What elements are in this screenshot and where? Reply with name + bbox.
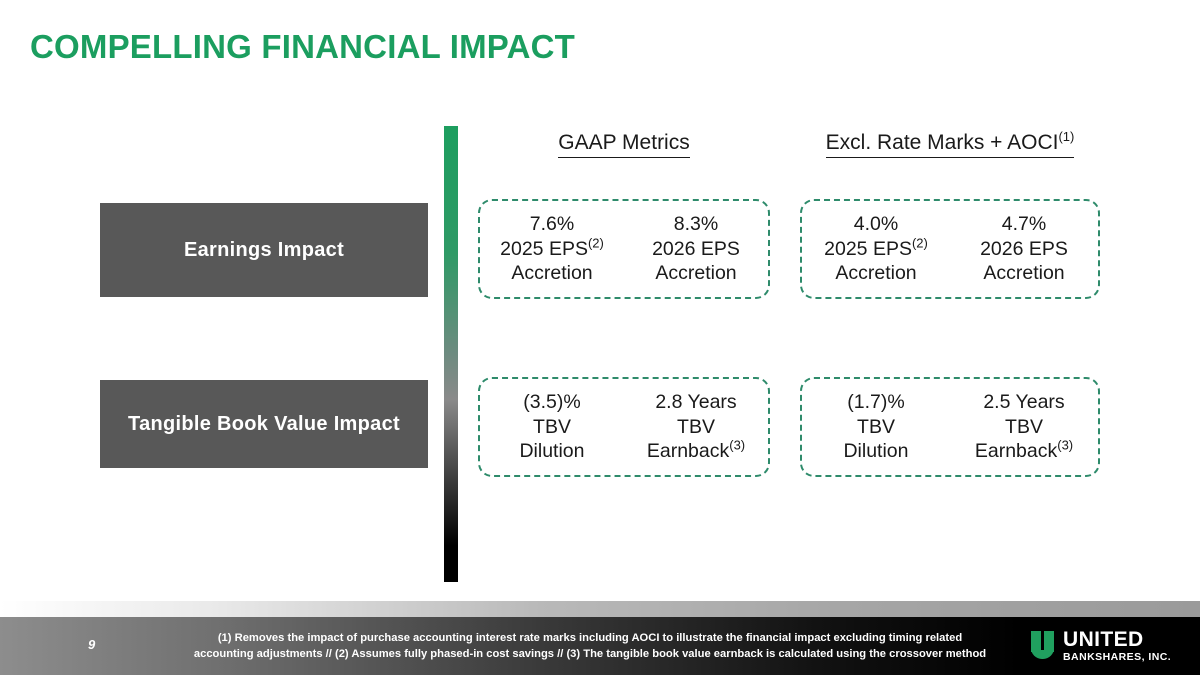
column-header-excl-text: Excl. Rate Marks + AOCI(1) bbox=[825, 129, 1075, 158]
column-header-gaap-text: GAAP Metrics bbox=[558, 131, 690, 158]
metric-line3-superscript: (3) bbox=[1057, 437, 1074, 453]
row-label-earnings-impact-text: Earnings Impact bbox=[183, 238, 345, 261]
metric-cell-gaap-tbv-earnback: 2.8 Years TBV Earnback(3) bbox=[624, 390, 768, 465]
footer-top-gradient-strip bbox=[0, 601, 1200, 617]
metric-line2: TBV bbox=[533, 415, 571, 438]
footnotes: (1) Removes the impact of purchase accou… bbox=[170, 631, 1010, 663]
united-u-mark-icon bbox=[1030, 631, 1056, 660]
metric-value: 2.5 Years bbox=[983, 390, 1065, 413]
column-header-excl-superscript: (1) bbox=[1058, 129, 1075, 144]
page-title: COMPELLING FINANCIAL IMPACT bbox=[30, 28, 575, 65]
metric-value: 4.7% bbox=[1001, 212, 1047, 235]
metric-line3-text: Earnback bbox=[974, 440, 1058, 463]
metric-cell-excl-2025-eps: 4.0% 2025 EPS(2) Accretion bbox=[802, 212, 950, 287]
metric-line2-text: 2025 EPS bbox=[824, 237, 912, 260]
metric-line2-text: 2026 EPS bbox=[652, 237, 740, 260]
metric-box-earnings-gaap: 7.6% 2025 EPS(2) Accretion 8.3% 2026 EPS… bbox=[478, 199, 770, 299]
metric-cell-gaap-2026-eps: 8.3% 2026 EPS Accretion bbox=[624, 212, 768, 287]
metric-line3: Earnback(3) bbox=[950, 439, 1098, 464]
metric-line3: Accretion bbox=[511, 262, 593, 285]
metric-cell-excl-tbv-dilution: (1.7)% TBV Dilution bbox=[802, 390, 950, 465]
metric-line2-text: 2026 EPS bbox=[980, 237, 1068, 260]
column-header-gaap-label: GAAP Metrics bbox=[558, 131, 690, 154]
metric-line2-superscript: (2) bbox=[587, 235, 604, 251]
metric-value: (3.5)% bbox=[523, 390, 581, 413]
metric-value: 7.6% bbox=[529, 212, 575, 235]
metric-line3: Dilution bbox=[480, 439, 624, 464]
metric-cell-gaap-tbv-dilution: (3.5)% TBV Dilution bbox=[480, 390, 624, 465]
metric-box-earnings-excl: 4.0% 2025 EPS(2) Accretion 4.7% 2026 EPS… bbox=[800, 199, 1100, 299]
footer-bar bbox=[0, 617, 1200, 675]
metric-line3-superscript: (3) bbox=[729, 437, 746, 453]
column-header-excl-label: Excl. Rate Marks + AOCI bbox=[825, 131, 1059, 154]
metric-line2: TBV bbox=[857, 415, 895, 438]
metric-line2: 2025 EPS(2) bbox=[802, 235, 950, 262]
metric-line2: TBV bbox=[1005, 415, 1043, 438]
metric-box-tbv-gaap: (3.5)% TBV Dilution 2.8 Years TBV Earnba… bbox=[478, 377, 770, 477]
company-subtitle: BANKSHARES, INC. bbox=[1063, 651, 1172, 663]
metric-value: 8.3% bbox=[673, 212, 719, 235]
page-number: 9 bbox=[88, 637, 96, 652]
metric-cell-excl-tbv-earnback: 2.5 Years TBV Earnback(3) bbox=[950, 390, 1098, 465]
company-logo: UNITED BANKSHARES, INC. bbox=[1030, 629, 1171, 663]
footnote-line-2: accounting adjustments // (2) Assumes fu… bbox=[193, 647, 987, 660]
metric-cell-excl-2026-eps: 4.7% 2026 EPS Accretion bbox=[950, 212, 1098, 287]
metric-line3-text: Earnback bbox=[646, 440, 730, 463]
metric-line3: Accretion bbox=[835, 262, 917, 285]
metric-line3-text: Dilution bbox=[843, 440, 909, 463]
footnote-line-1: (1) Removes the impact of purchase accou… bbox=[217, 632, 963, 644]
metric-line2-text: 2025 EPS bbox=[500, 237, 588, 260]
metric-box-tbv-excl: (1.7)% TBV Dilution 2.5 Years TBV Earnba… bbox=[800, 377, 1100, 477]
company-logo-text: UNITED BANKSHARES, INC. bbox=[1063, 629, 1171, 663]
metric-line2: 2026 EPS bbox=[624, 237, 768, 262]
metric-line3: Dilution bbox=[802, 439, 950, 464]
metric-line3: Accretion bbox=[655, 262, 737, 285]
metric-line2: 2025 EPS(2) bbox=[480, 235, 624, 262]
metric-line3: Earnback(3) bbox=[624, 439, 768, 464]
column-header-gaap: GAAP Metrics bbox=[478, 131, 770, 158]
metric-value: 4.0% bbox=[853, 212, 899, 235]
metric-line2: 2026 EPS bbox=[950, 237, 1098, 262]
metric-value: 2.8 Years bbox=[655, 390, 737, 413]
company-name: UNITED bbox=[1063, 628, 1144, 651]
metric-line3-text: Dilution bbox=[519, 440, 585, 463]
metric-value: (1.7)% bbox=[847, 390, 905, 413]
row-label-earnings-impact: Earnings Impact bbox=[100, 203, 428, 297]
metric-cell-gaap-2025-eps: 7.6% 2025 EPS(2) Accretion bbox=[480, 212, 624, 287]
metric-line3: Accretion bbox=[983, 262, 1065, 285]
row-label-tangible-book-value-impact-text: Tangible Book Value Impact bbox=[128, 412, 400, 435]
column-header-excl: Excl. Rate Marks + AOCI(1) bbox=[800, 129, 1100, 158]
metric-line2-superscript: (2) bbox=[911, 235, 928, 251]
metric-line2: TBV bbox=[677, 415, 715, 438]
row-label-tangible-book-value-impact: Tangible Book Value Impact bbox=[100, 380, 428, 468]
vertical-gradient-divider bbox=[444, 126, 458, 582]
